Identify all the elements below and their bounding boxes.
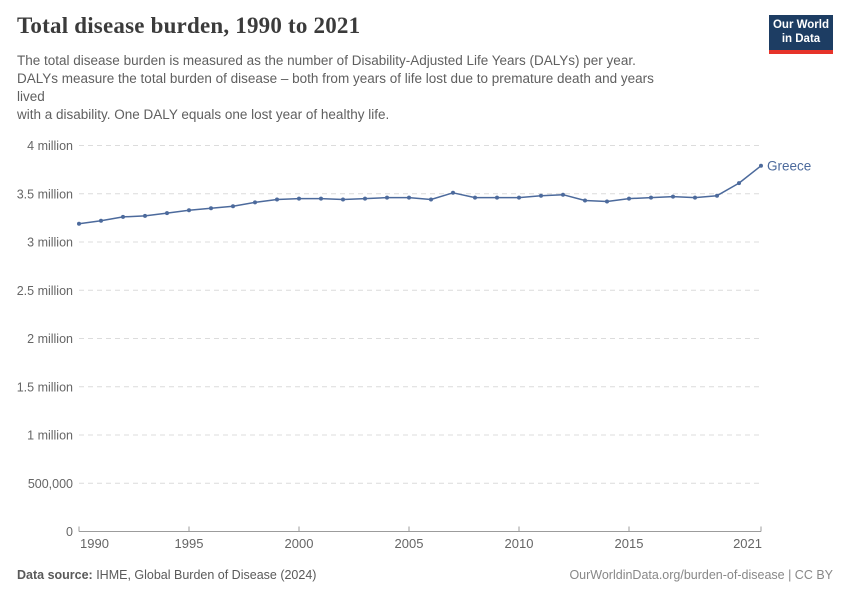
y-axis-label: 1.5 million <box>17 380 73 394</box>
data-point[interactable] <box>319 196 323 201</box>
data-point[interactable] <box>275 197 279 202</box>
y-axis-label: 4 million <box>27 139 73 153</box>
data-point[interactable] <box>693 195 697 200</box>
x-axis-label: 2010 <box>505 536 534 551</box>
data-point[interactable] <box>209 206 213 211</box>
y-axis-label: 3 million <box>27 236 73 250</box>
x-axis-label: 1990 <box>80 536 109 551</box>
y-axis-label: 2 million <box>27 332 73 346</box>
x-axis-label: 2021 <box>733 536 762 551</box>
y-axis-label: 2.5 million <box>17 284 73 298</box>
data-point[interactable] <box>253 200 257 205</box>
data-point[interactable] <box>649 195 653 200</box>
data-point[interactable] <box>473 195 477 200</box>
data-source-text: IHME, Global Burden of Disease (2024) <box>92 568 317 582</box>
x-axis-label: 1995 <box>175 536 204 551</box>
chart-subtitle: The total disease burden is measured as … <box>17 53 654 122</box>
y-axis-label: 500,000 <box>28 477 73 491</box>
x-axis-label: 2015 <box>615 536 644 551</box>
data-point[interactable] <box>297 196 301 201</box>
data-point[interactable] <box>737 181 741 186</box>
owid-logo-line2: in Data <box>781 33 821 45</box>
attribution-link[interactable]: OurWorldinData.org/burden-of-disease | C… <box>569 568 833 582</box>
data-point[interactable] <box>759 163 763 168</box>
data-point[interactable] <box>517 195 521 200</box>
data-point[interactable] <box>407 195 411 200</box>
data-source-note: Data source: IHME, Global Burden of Dise… <box>17 568 316 582</box>
data-point[interactable] <box>187 208 191 213</box>
y-axis-label: 0 <box>66 525 73 539</box>
data-source-label: Data source: <box>17 568 93 582</box>
data-point[interactable] <box>121 214 125 219</box>
data-point[interactable] <box>671 194 675 199</box>
data-point[interactable] <box>165 211 169 216</box>
data-point[interactable] <box>715 193 719 198</box>
x-axis-label: 2000 <box>285 536 314 551</box>
data-point[interactable] <box>451 190 455 195</box>
y-axis-label: 3.5 million <box>17 187 73 201</box>
x-axis-label: 2005 <box>395 536 424 551</box>
data-point[interactable] <box>77 221 81 226</box>
greece-line <box>78 165 762 225</box>
data-point[interactable] <box>429 197 433 202</box>
entity-label-greece[interactable]: Greece <box>767 158 811 173</box>
data-point[interactable] <box>539 193 543 198</box>
data-point[interactable] <box>341 197 345 202</box>
data-point[interactable] <box>495 195 499 200</box>
data-point[interactable] <box>143 213 147 218</box>
data-point[interactable] <box>99 218 103 223</box>
data-point[interactable] <box>231 204 235 209</box>
data-point[interactable] <box>627 196 631 201</box>
owid-logo[interactable]: Our World in Data <box>769 15 833 54</box>
data-point[interactable] <box>385 195 389 200</box>
y-axis-label: 1 million <box>27 429 73 443</box>
data-point[interactable] <box>561 192 565 197</box>
data-point[interactable] <box>605 199 609 204</box>
page-title: Total disease burden, 1990 to 2021 <box>17 13 361 38</box>
line-chart-canvas: 0 500,000 1 million 1.5 million 2 million 2.5… <box>17 139 812 551</box>
data-point[interactable] <box>363 196 367 201</box>
data-point[interactable] <box>583 198 587 203</box>
owid-logo-line1: Our World <box>772 19 829 31</box>
